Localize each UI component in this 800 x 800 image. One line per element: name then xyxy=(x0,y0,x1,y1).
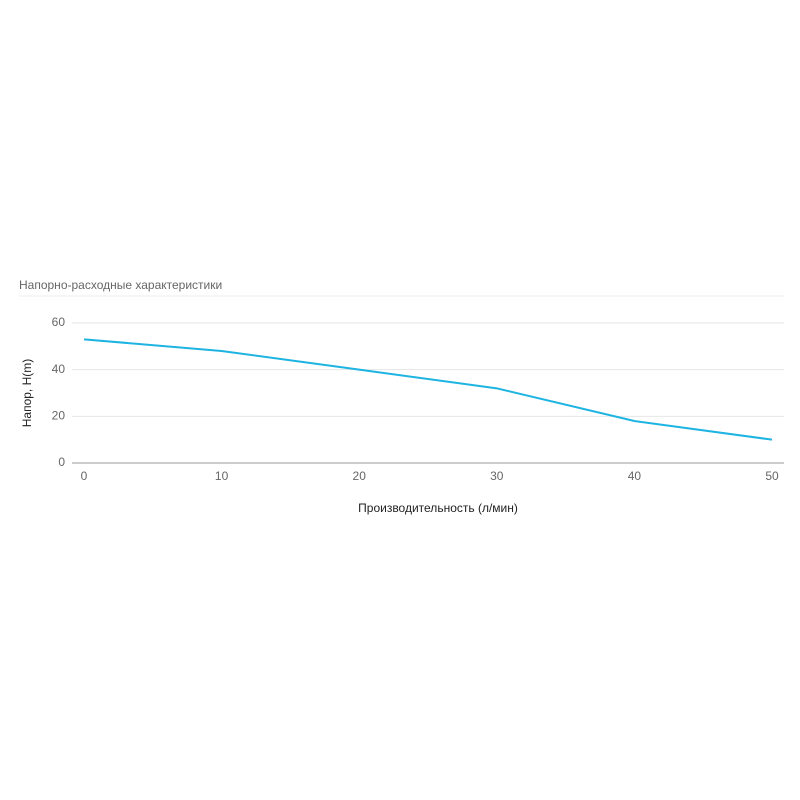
x-tick-label: 10 xyxy=(215,469,229,483)
x-tick-label: 20 xyxy=(353,469,367,483)
x-axis-title: Производительность (л/мин) xyxy=(358,501,518,515)
x-tick-label: 40 xyxy=(628,469,642,483)
y-tick-label: 40 xyxy=(52,362,66,376)
y-axis-title: Напор, H(m) xyxy=(20,359,34,428)
y-tick-label: 0 xyxy=(58,455,65,469)
y-tick-label: 60 xyxy=(52,315,66,329)
data-line xyxy=(83,338,773,441)
x-tick-label: 50 xyxy=(765,469,779,483)
x-tick-label: 0 xyxy=(81,469,88,483)
x-tick-label: 30 xyxy=(490,469,504,483)
chart-title: Напорно-расходные характеристики xyxy=(19,278,222,292)
y-tick-label: 20 xyxy=(52,409,66,423)
